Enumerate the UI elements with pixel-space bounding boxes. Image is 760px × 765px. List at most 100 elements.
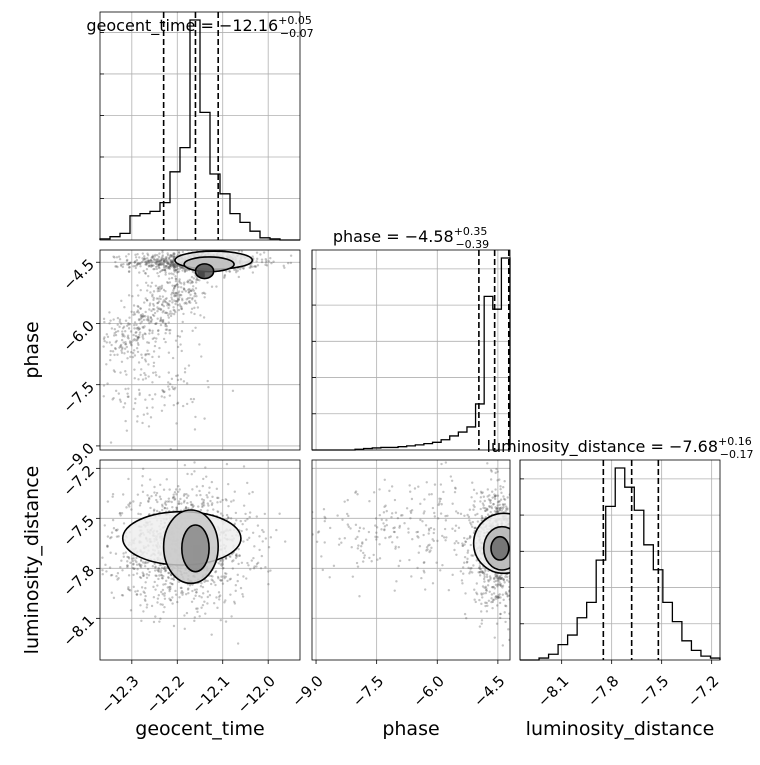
sample-point xyxy=(154,284,158,287)
sample-point xyxy=(147,318,150,322)
sample-point xyxy=(164,269,167,272)
sample-point xyxy=(514,581,516,583)
sample-point xyxy=(139,307,142,310)
sample-point xyxy=(174,488,178,491)
sample-point xyxy=(138,563,141,567)
sample-point xyxy=(120,512,124,515)
sample-point xyxy=(496,577,499,580)
sample-point xyxy=(472,564,475,567)
sample-point xyxy=(169,262,172,265)
sample-point xyxy=(378,488,381,491)
sample-point xyxy=(171,262,175,265)
sample-point xyxy=(187,281,190,284)
sample-point xyxy=(168,488,171,491)
sample-point xyxy=(184,290,188,293)
sample-point xyxy=(173,269,176,272)
sample-point xyxy=(145,406,149,410)
sample-point xyxy=(517,536,519,538)
sample-point xyxy=(180,502,183,505)
sample-point xyxy=(110,591,113,594)
sample-point xyxy=(142,337,145,340)
sample-point xyxy=(506,507,509,510)
sample-point xyxy=(188,296,191,300)
sample-point xyxy=(209,499,212,503)
sample-point xyxy=(162,268,165,272)
sample-point xyxy=(432,528,436,531)
sample-point xyxy=(119,343,123,347)
sample-point xyxy=(134,256,138,259)
sample-point xyxy=(193,312,196,316)
sample-point xyxy=(156,260,159,264)
sample-point xyxy=(516,526,518,528)
sample-point xyxy=(187,364,191,367)
sample-point xyxy=(139,604,142,607)
sample-point xyxy=(504,509,507,513)
sample-point xyxy=(169,264,172,268)
sample-point xyxy=(209,582,213,586)
sample-point xyxy=(220,579,224,582)
sample-point xyxy=(228,578,232,581)
sample-point xyxy=(496,504,499,507)
sample-point xyxy=(511,557,513,559)
sample-point xyxy=(144,594,147,598)
sample-point xyxy=(176,378,180,382)
sample-point xyxy=(517,534,519,536)
sample-point xyxy=(163,592,167,595)
sample-point xyxy=(513,647,515,649)
sample-point xyxy=(148,260,151,263)
histogram-step-phase xyxy=(312,257,511,451)
sample-point xyxy=(514,519,516,521)
sample-point xyxy=(165,261,168,265)
sample-point xyxy=(496,576,499,579)
sample-point xyxy=(269,569,272,572)
sample-point xyxy=(514,535,516,537)
sample-point xyxy=(159,569,163,572)
sample-point xyxy=(136,336,139,340)
sample-point xyxy=(511,555,513,557)
sample-point xyxy=(483,571,486,575)
sample-point xyxy=(129,355,132,359)
sample-point xyxy=(115,339,118,343)
sample-point xyxy=(396,536,399,539)
sample-point xyxy=(120,349,123,352)
sample-point xyxy=(422,533,425,537)
sample-point xyxy=(146,257,149,260)
sample-point xyxy=(473,588,476,591)
sample-point xyxy=(129,261,133,264)
sample-point xyxy=(162,488,166,491)
sample-point xyxy=(169,264,172,268)
sample-point xyxy=(515,477,517,479)
sample-point xyxy=(393,526,396,529)
sample-point xyxy=(132,333,135,337)
sample-point xyxy=(180,307,183,310)
sample-point xyxy=(152,371,155,374)
sample-point xyxy=(149,416,153,419)
sample-point xyxy=(154,262,158,265)
sample-point xyxy=(504,592,508,595)
sample-point xyxy=(220,575,223,578)
sample-point xyxy=(248,492,251,495)
sample-point xyxy=(223,273,227,277)
sample-point xyxy=(423,561,426,564)
sample-point xyxy=(140,484,144,487)
sample-point xyxy=(212,602,216,605)
sample-point xyxy=(145,289,149,292)
sample-point xyxy=(154,371,157,374)
x-tick-label: −9.0 xyxy=(288,672,326,710)
sample-point xyxy=(142,326,145,330)
sample-point xyxy=(478,570,482,574)
sample-point xyxy=(171,385,174,389)
sample-point xyxy=(499,577,503,581)
sample-point xyxy=(513,554,515,556)
sample-point xyxy=(161,251,164,254)
sample-point xyxy=(125,506,128,509)
sample-point xyxy=(168,304,171,307)
sample-point xyxy=(510,526,512,528)
sample-point xyxy=(131,355,135,359)
sample-point xyxy=(159,617,162,620)
sample-point xyxy=(396,516,400,520)
sample-point xyxy=(165,478,168,481)
sample-point xyxy=(513,558,515,560)
sample-point xyxy=(170,276,174,280)
sample-point xyxy=(513,598,515,600)
